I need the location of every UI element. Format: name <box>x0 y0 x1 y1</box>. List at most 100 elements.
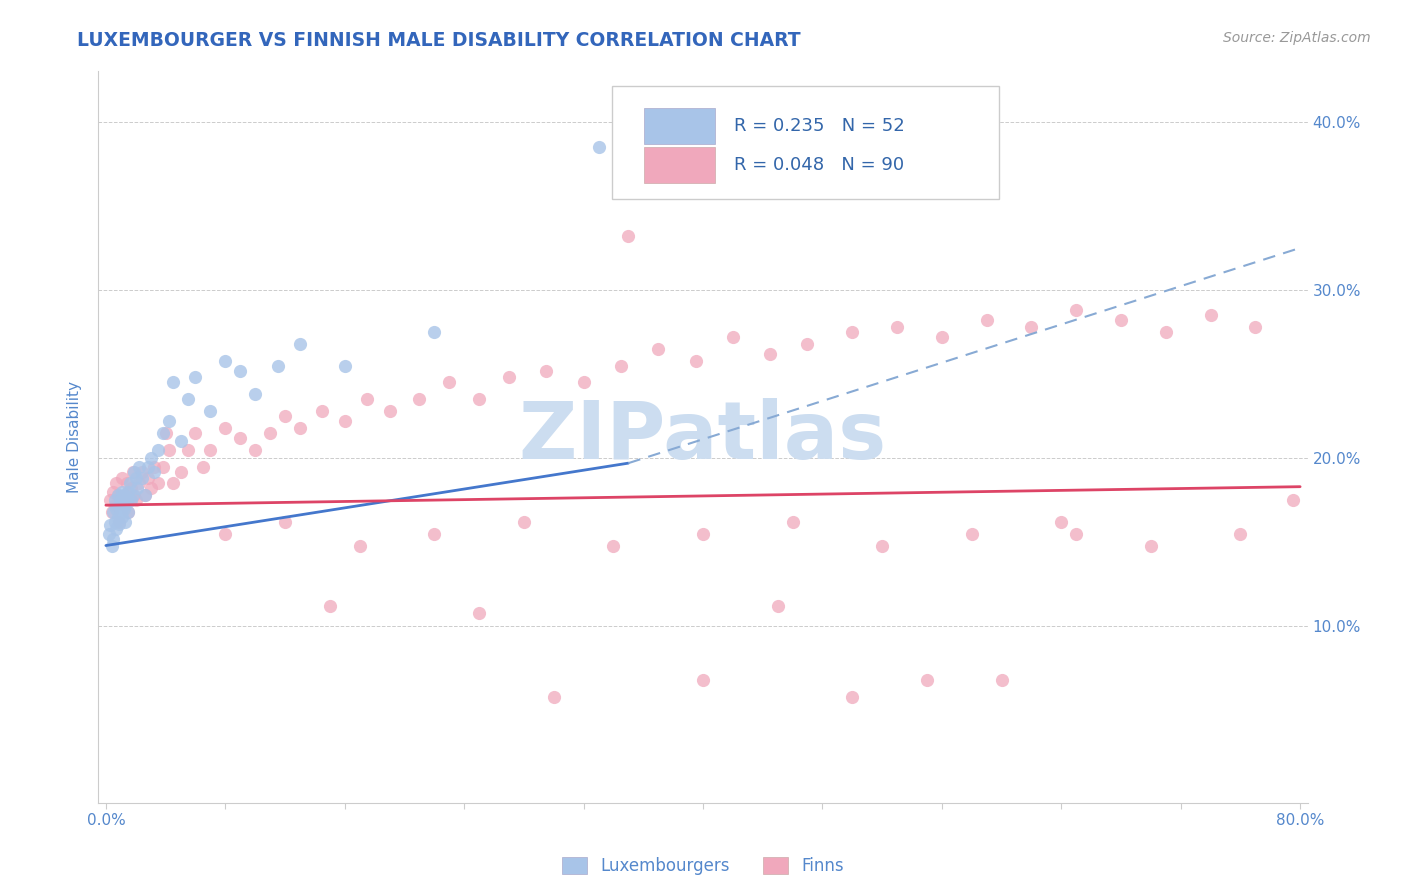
Point <box>122 488 145 502</box>
Point <box>162 376 184 390</box>
Point <box>259 425 281 440</box>
Point <box>98 493 121 508</box>
Point <box>108 516 131 531</box>
Point <box>101 539 124 553</box>
Point <box>288 421 311 435</box>
Point <box>108 515 131 529</box>
Point <box>121 465 143 479</box>
Point <box>214 526 236 541</box>
Point <box>125 493 148 508</box>
Point <box>229 431 252 445</box>
Point <box>1244 320 1267 334</box>
Point <box>152 459 174 474</box>
Point <box>200 404 222 418</box>
Point <box>266 359 288 373</box>
Point <box>423 526 446 541</box>
Point <box>177 442 200 457</box>
Point <box>134 488 156 502</box>
Point <box>118 476 141 491</box>
Point <box>105 501 128 516</box>
Point <box>721 330 744 344</box>
Point <box>931 330 953 344</box>
Point <box>349 539 371 553</box>
Point <box>468 392 491 407</box>
Text: ZIPatlas: ZIPatlas <box>519 398 887 476</box>
Point <box>155 425 177 440</box>
Point <box>759 347 782 361</box>
Point <box>104 515 127 529</box>
Point <box>111 484 134 499</box>
Point <box>243 442 266 457</box>
Point <box>184 425 207 440</box>
Point <box>243 387 266 401</box>
Point <box>1154 325 1177 339</box>
Point <box>468 606 491 620</box>
Point <box>103 532 125 546</box>
Point <box>112 488 135 502</box>
Point <box>1140 539 1163 553</box>
Point <box>105 522 128 536</box>
Point <box>139 451 162 466</box>
Point <box>1050 515 1073 529</box>
Point <box>169 434 191 449</box>
Point <box>177 392 200 407</box>
Point <box>647 342 669 356</box>
Point <box>101 505 124 519</box>
Point <box>128 476 150 491</box>
Point <box>117 505 139 519</box>
Point <box>115 493 138 508</box>
Point <box>692 673 714 687</box>
Point <box>841 325 863 339</box>
FancyBboxPatch shape <box>644 146 716 183</box>
Point <box>200 442 222 457</box>
Point <box>117 505 139 519</box>
Point <box>114 488 136 502</box>
Point <box>214 353 236 368</box>
Point <box>1064 526 1087 541</box>
Point <box>214 421 236 435</box>
FancyBboxPatch shape <box>613 86 1000 200</box>
Point <box>111 510 134 524</box>
Point <box>229 364 252 378</box>
Point <box>128 459 150 474</box>
Point <box>1021 320 1043 334</box>
Point <box>120 493 142 508</box>
Point <box>602 539 624 553</box>
Point <box>103 484 125 499</box>
Point <box>319 599 342 613</box>
Point <box>408 392 430 407</box>
Point <box>184 370 207 384</box>
Text: R = 0.235   N = 52: R = 0.235 N = 52 <box>734 117 905 135</box>
Point <box>146 442 169 457</box>
Point <box>107 488 129 502</box>
Point <box>191 459 214 474</box>
Point <box>142 465 165 479</box>
Point <box>333 359 356 373</box>
Text: LUXEMBOURGER VS FINNISH MALE DISABILITY CORRELATION CHART: LUXEMBOURGER VS FINNISH MALE DISABILITY … <box>77 31 801 50</box>
Point <box>134 488 156 502</box>
Point <box>990 673 1012 687</box>
Point <box>311 404 333 418</box>
Point <box>766 599 789 613</box>
Point <box>142 459 165 474</box>
Point <box>157 442 180 457</box>
Point <box>439 376 461 390</box>
Point <box>572 376 595 390</box>
Point <box>127 481 149 495</box>
Point <box>423 325 446 339</box>
Point <box>117 484 139 499</box>
Point <box>588 140 610 154</box>
Point <box>112 498 135 512</box>
Point <box>782 515 804 529</box>
Point <box>513 515 536 529</box>
Point <box>111 471 134 485</box>
Point <box>146 476 169 491</box>
Text: Source: ZipAtlas.com: Source: ZipAtlas.com <box>1223 31 1371 45</box>
Point <box>136 459 159 474</box>
Point <box>139 481 162 495</box>
Point <box>112 501 135 516</box>
Point <box>870 539 893 553</box>
Point <box>1229 526 1251 541</box>
Point <box>115 476 138 491</box>
Point <box>104 493 127 508</box>
